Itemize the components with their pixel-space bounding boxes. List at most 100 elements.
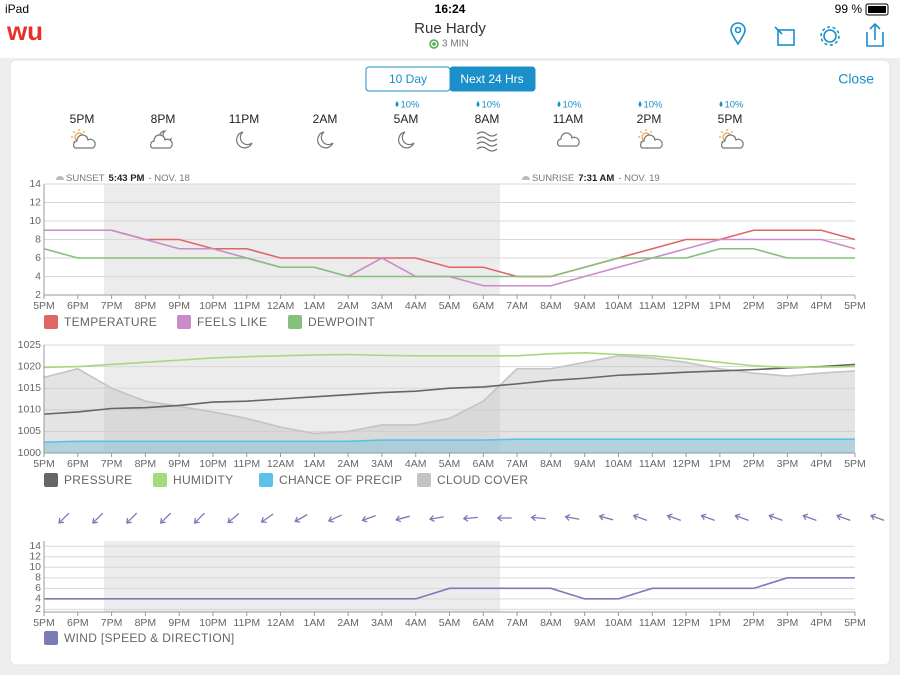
tab-label[interactable]: 10 Day	[389, 72, 427, 86]
wind-arrow	[802, 513, 817, 522]
x-tick-label: 2AM	[337, 617, 359, 629]
x-tick-label: 10AM	[605, 458, 632, 470]
x-tick-label: 6AM	[472, 458, 494, 470]
x-tick-label: 6PM	[67, 458, 89, 470]
x-tick-label: 10AM	[605, 617, 632, 629]
battery-icon	[865, 3, 889, 16]
wind-arrow	[496, 514, 512, 522]
wind-arrow	[58, 512, 70, 524]
x-tick-label: 8PM	[135, 617, 157, 629]
x-tick-label: 1PM	[709, 458, 731, 470]
forecast-precip: 10%	[400, 100, 420, 111]
wind-arrow	[598, 513, 614, 521]
wind-arrow	[159, 512, 172, 524]
wind-arrow	[564, 513, 580, 521]
settings-icon-teeth	[820, 26, 840, 46]
x-tick-label: 4AM	[405, 300, 427, 312]
wind-arrow	[294, 513, 308, 523]
series-line	[43, 363, 856, 415]
y-tick-label: 6	[35, 582, 41, 594]
x-tick-label: 5AM	[439, 617, 461, 629]
add-icon-slash	[774, 26, 783, 35]
settings-icon[interactable]	[823, 29, 837, 43]
forecast-time: 2PM	[637, 112, 662, 126]
forecast-time: 8PM	[151, 112, 176, 126]
y-tick-label: 10	[29, 215, 41, 227]
x-tick-label: 3AM	[371, 458, 393, 470]
night-shade	[104, 345, 500, 453]
weather-icon	[638, 129, 663, 149]
x-tick-label: 2AM	[337, 300, 359, 312]
x-tick-label: 12PM	[672, 458, 699, 470]
drop-icon	[719, 101, 723, 107]
weather-icon	[317, 131, 334, 149]
x-tick-label: 10AM	[605, 300, 632, 312]
x-tick-label: 3AM	[371, 617, 393, 629]
wind-arrow	[92, 512, 104, 524]
wind-arrow	[870, 513, 885, 522]
y-tick-label: 1025	[18, 339, 42, 351]
share-icon[interactable]	[866, 22, 884, 47]
x-tick-label: 3PM	[777, 617, 799, 629]
x-tick-label: 12AM	[267, 458, 294, 470]
wind-arrow	[428, 515, 444, 523]
x-tick-label: 12AM	[267, 617, 294, 629]
y-tick-label: 6	[35, 252, 41, 264]
wind-arrow	[768, 513, 783, 522]
close-button[interactable]: Close	[838, 71, 874, 87]
x-tick-label: 5PM	[33, 617, 55, 629]
x-tick-label: 9PM	[168, 458, 190, 470]
wind-arrow	[632, 513, 648, 522]
series-line	[43, 354, 856, 435]
icon-ray	[649, 130, 653, 134]
x-tick-label: 1PM	[709, 617, 731, 629]
forecast-precip: 10%	[481, 100, 501, 111]
legend-label: DEWPOINT	[308, 315, 375, 329]
y-tick-label: 4	[35, 593, 41, 605]
x-tick-label: 11PM	[233, 617, 260, 629]
logo[interactable]: wu	[6, 16, 43, 46]
x-tick-label: 11AM	[639, 300, 666, 312]
series-line	[43, 247, 855, 278]
x-tick-label: 5PM	[33, 300, 55, 312]
y-tick-label: 14	[29, 540, 41, 552]
legend-label: FEELS LIKE	[197, 315, 267, 329]
weather-icon	[719, 129, 744, 149]
add-icon[interactable]	[777, 29, 795, 46]
x-tick-label: 8AM	[540, 617, 562, 629]
y-tick-label: 12	[29, 196, 41, 208]
y-tick-label: 8	[35, 572, 41, 584]
tab-next-24[interactable]	[449, 66, 536, 92]
x-tick-label: 5PM	[33, 458, 55, 470]
wind-arrow	[734, 513, 749, 522]
icon-cloud	[557, 132, 580, 147]
status-battery: 99 %	[835, 2, 863, 16]
updated-time: 3 MIN	[442, 39, 469, 50]
header-icons	[730, 22, 884, 47]
forecast-time: 5PM	[70, 112, 95, 126]
legend-swatch	[44, 315, 58, 329]
x-tick-label: 4PM	[810, 300, 832, 312]
forecast-time: 8AM	[475, 112, 500, 126]
wind-arrow	[530, 514, 546, 522]
x-tick-label: 4PM	[810, 458, 832, 470]
weather-icon	[71, 129, 96, 149]
x-tick-label: 5PM	[844, 458, 866, 470]
icon-fog	[476, 146, 498, 152]
x-tick-label: 5AM	[439, 300, 461, 312]
annotation: SUNRISE 7:31 AM - NOV. 19	[532, 173, 660, 184]
legend-label: CLOUD COVER	[437, 473, 528, 487]
icon-cloud	[73, 134, 96, 149]
battery-level	[868, 6, 886, 13]
location-icon[interactable]	[730, 22, 746, 46]
x-tick-label: 12PM	[672, 300, 699, 312]
forecast-time: 5PM	[718, 112, 743, 126]
wind-arrow	[666, 513, 682, 522]
tab-label[interactable]: Next 24 Hrs	[460, 72, 523, 86]
x-tick-label: 3AM	[371, 300, 393, 312]
x-tick-label: 1AM	[304, 617, 326, 629]
icon-moon	[236, 131, 253, 149]
forecast-precip: 10%	[562, 100, 582, 111]
x-tick-label: 11PM	[233, 300, 260, 312]
